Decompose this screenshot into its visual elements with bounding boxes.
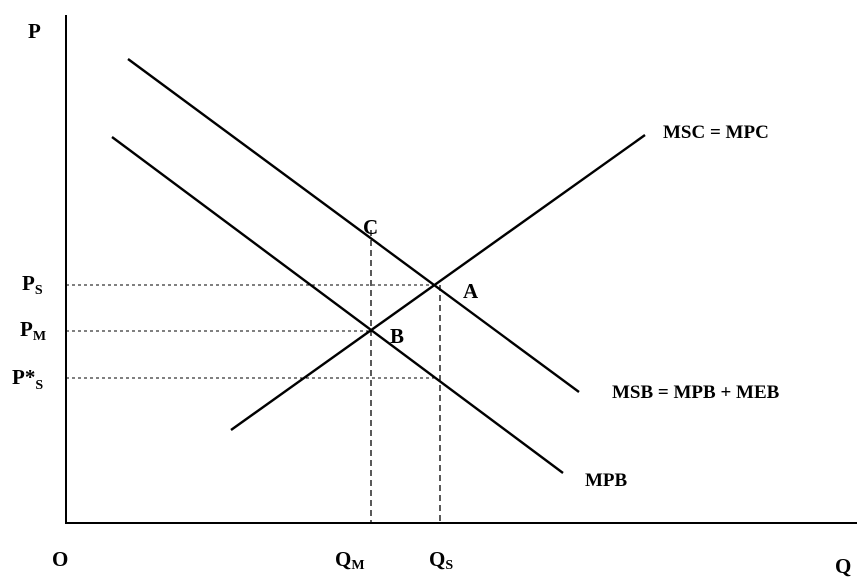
- pm-label: PM: [20, 317, 46, 344]
- x-axis-label: Q: [835, 554, 851, 578]
- msb-curve: [127, 58, 580, 393]
- origin-label: O: [52, 547, 68, 571]
- qm-label: QM: [335, 547, 365, 573]
- y-axis-label: P: [28, 19, 41, 43]
- qs-label: QS: [429, 547, 453, 573]
- msc-curve-label: MSC = MPC: [663, 122, 769, 143]
- mpb-curve: [111, 136, 564, 474]
- p-star-s-label: P*S: [12, 365, 43, 393]
- point-c-label: C: [363, 215, 378, 239]
- msb-curve-label: MSB = MPB + MEB: [612, 382, 780, 403]
- point-a-label: A: [463, 279, 479, 303]
- point-b-label: B: [390, 324, 404, 348]
- msc-curve: [230, 134, 646, 431]
- ps-label: PS: [22, 271, 43, 298]
- mpb-curve-label: MPB: [585, 470, 628, 491]
